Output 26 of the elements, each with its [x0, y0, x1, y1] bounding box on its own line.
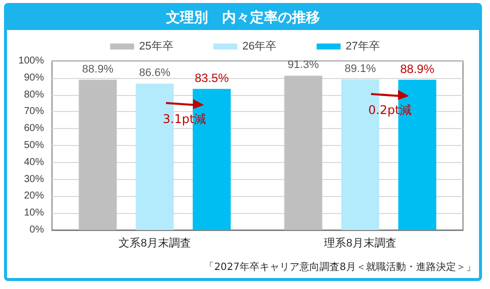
y-tick-label: 80% [24, 89, 44, 100]
text: 83.5% [194, 70, 229, 85]
y-tick-label: 0% [30, 224, 44, 236]
text: 91.3% [288, 59, 319, 72]
legend-label: 27年卒 [346, 40, 380, 52]
y-tick-label: 40% [24, 156, 44, 168]
text: 88.9% [400, 62, 434, 76]
legend-label: 25年卒 [139, 40, 174, 52]
bar [284, 76, 322, 230]
x-tick-label: 文系8月末調査 [118, 236, 191, 250]
x-tick-label: 理系8月末調査 [324, 236, 396, 250]
y-tick-label: 50% [24, 140, 44, 151]
y-tick-label: 90% [24, 72, 44, 84]
text: 86.6% [139, 67, 170, 80]
y-tick-label: 70% [24, 106, 44, 118]
y-tick-label: 100% [18, 56, 44, 66]
bar [78, 80, 117, 230]
chart-title: 文理別 内々定率の推移 [7, 6, 479, 30]
y-tick-label: 20% [24, 190, 44, 202]
text: 89.1% [344, 62, 376, 75]
y-tick-label: 60% [24, 123, 44, 134]
text: 「2027年卒キャリア意向調査8月＜就職活動・進路決定＞」 [204, 260, 476, 274]
legend-label: 26年卒 [242, 40, 277, 52]
text: 88.9% [82, 63, 114, 76]
y-tick-label: 30% [24, 174, 44, 185]
y-tick-label: 10% [24, 208, 44, 219]
